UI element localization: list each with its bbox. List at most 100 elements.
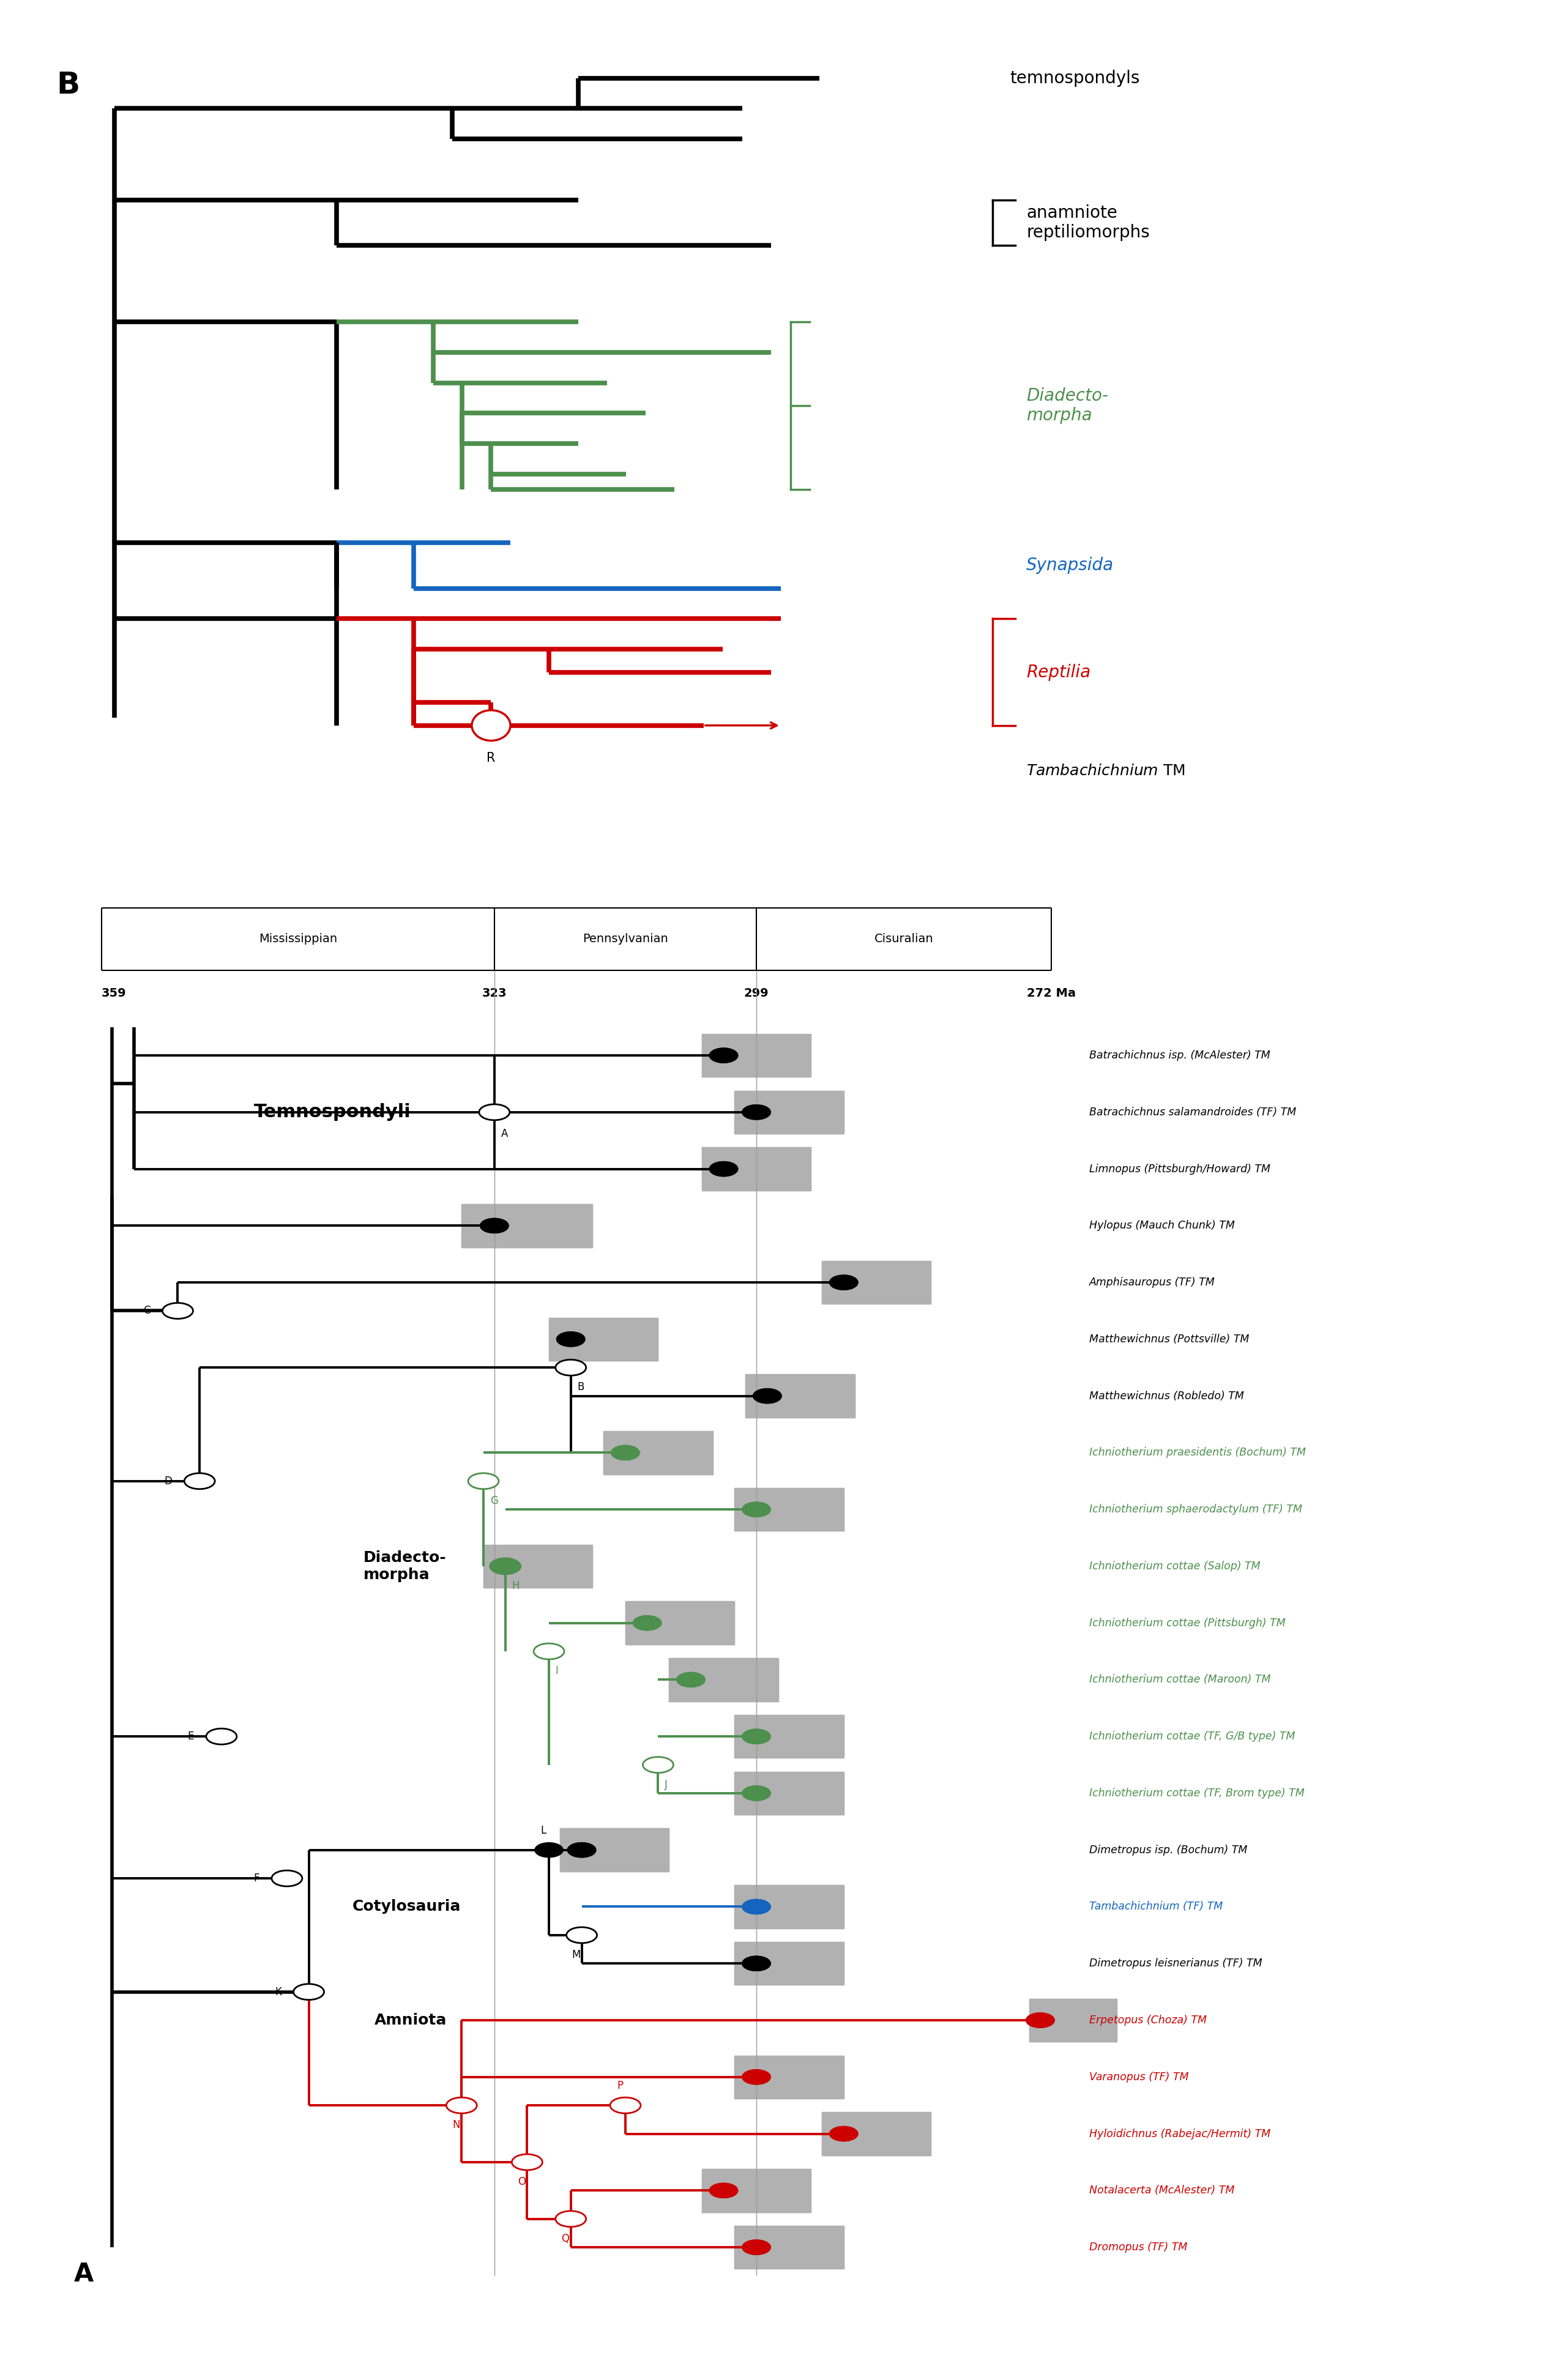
Text: Dimetropus isp. (Bochum) TM: Dimetropus isp. (Bochum) TM [1089,1845,1248,1856]
Text: $\it{Tambachichnium}$ TM: $\it{Tambachichnium}$ TM [1027,764,1186,778]
Circle shape [742,1502,771,1516]
Text: Batrachichnus salamandroides (TF) TM: Batrachichnus salamandroides (TF) TM [1089,1107,1296,1119]
Bar [625,1602,734,1645]
Circle shape [534,1842,562,1856]
Bar [461,1204,592,1247]
Circle shape [293,1985,324,1999]
Circle shape [829,2125,858,2142]
Bar [548,1319,657,1361]
Bar [1030,1999,1117,2042]
Bar [823,2111,932,2156]
Text: 299: 299 [743,988,768,1000]
Text: Ichniotherium cottae (Maroon) TM: Ichniotherium cottae (Maroon) TM [1089,1673,1271,1685]
Circle shape [472,709,511,740]
Text: D: D [165,1476,173,1488]
Circle shape [709,1047,738,1064]
Text: Erpetopus (Choza) TM: Erpetopus (Choza) TM [1089,2016,1207,2025]
Text: 359: 359 [101,988,126,1000]
Circle shape [446,2097,477,2113]
Circle shape [556,1359,586,1376]
Text: Batrachichnus isp. (McAlester) TM: Batrachichnus isp. (McAlester) TM [1089,1050,1270,1061]
Text: K: K [274,1987,282,1997]
Circle shape [709,2182,738,2197]
Bar [734,1771,844,1816]
Bar [701,1033,812,1078]
Circle shape [491,1559,519,1573]
Circle shape [611,1445,639,1459]
Circle shape [742,1956,771,1971]
Bar [701,2168,812,2211]
Text: Synapsida: Synapsida [1027,557,1114,574]
Bar [734,1090,844,1133]
Bar [823,1261,932,1304]
Bar [734,2056,844,2099]
Circle shape [829,1276,858,1290]
Text: Ichniotherium cottae (TF, G/B type) TM: Ichniotherium cottae (TF, G/B type) TM [1089,1730,1295,1742]
Circle shape [162,1302,193,1319]
Bar [559,1828,668,1871]
Circle shape [676,1673,706,1687]
Text: Ichniotherium sphaerodactylum (TF) TM: Ichniotherium sphaerodactylum (TF) TM [1089,1504,1302,1516]
Circle shape [829,2125,858,2142]
Text: H: H [513,1580,519,1592]
Text: L: L [541,1825,547,1835]
Circle shape [567,1928,597,1942]
Text: Notalacerta (McAlester) TM: Notalacerta (McAlester) TM [1089,2185,1234,2197]
Bar [483,1545,592,1587]
Circle shape [742,1785,771,1802]
Text: C: C [143,1304,151,1316]
Text: J: J [665,1780,668,1790]
Bar [603,1430,712,1473]
Text: temnospondyls: temnospondyls [1010,69,1139,86]
Text: Pennsylvanian: Pennsylvanian [583,933,668,945]
Text: Temnospondyli: Temnospondyli [254,1104,411,1121]
Text: Amniota: Amniota [374,2013,447,2028]
Circle shape [491,1559,519,1573]
Bar [734,1942,844,1985]
Text: 323: 323 [481,988,506,1000]
Circle shape [742,1730,771,1745]
Circle shape [676,1673,706,1687]
Text: Dromopus (TF) TM: Dromopus (TF) TM [1089,2242,1187,2254]
Circle shape [742,2240,771,2254]
Circle shape [709,1161,738,1176]
Bar [701,1147,812,1190]
Bar [548,1319,657,1361]
Bar [734,2056,844,2099]
Circle shape [611,2097,640,2113]
Circle shape [489,1559,520,1573]
Bar [734,1885,844,1928]
Circle shape [567,1842,595,1856]
Bar [823,2111,932,2156]
Text: Cotylosauria: Cotylosauria [352,1899,461,1914]
Bar [701,2168,812,2211]
Text: I: I [556,1666,558,1676]
Circle shape [742,2240,771,2254]
Circle shape [742,1104,771,1119]
Text: F: F [254,1873,260,1885]
Circle shape [184,1473,215,1490]
Circle shape [709,1047,738,1064]
Text: Mississippian: Mississippian [259,933,337,945]
Bar [625,1602,734,1645]
Text: B: B [56,71,79,100]
Text: M: M [572,1949,581,1961]
Text: Reptilia: Reptilia [1027,664,1091,681]
Circle shape [478,1104,509,1121]
Text: Ichniotherium cottae (Pittsburgh) TM: Ichniotherium cottae (Pittsburgh) TM [1089,1618,1285,1628]
Circle shape [829,1276,858,1290]
Bar [734,2225,844,2268]
Bar [701,1147,812,1190]
Circle shape [513,2154,542,2171]
Bar [734,1716,844,1759]
Text: R: R [486,752,495,764]
Bar [461,1204,592,1247]
Text: B: B [578,1383,584,1392]
Circle shape [534,1645,564,1659]
Text: Diadecto-
morpha: Diadecto- morpha [363,1549,446,1583]
Text: Q: Q [561,2232,569,2244]
Circle shape [709,2182,738,2197]
Circle shape [480,1219,508,1233]
Text: G: G [489,1495,499,1507]
Bar [483,1545,592,1587]
